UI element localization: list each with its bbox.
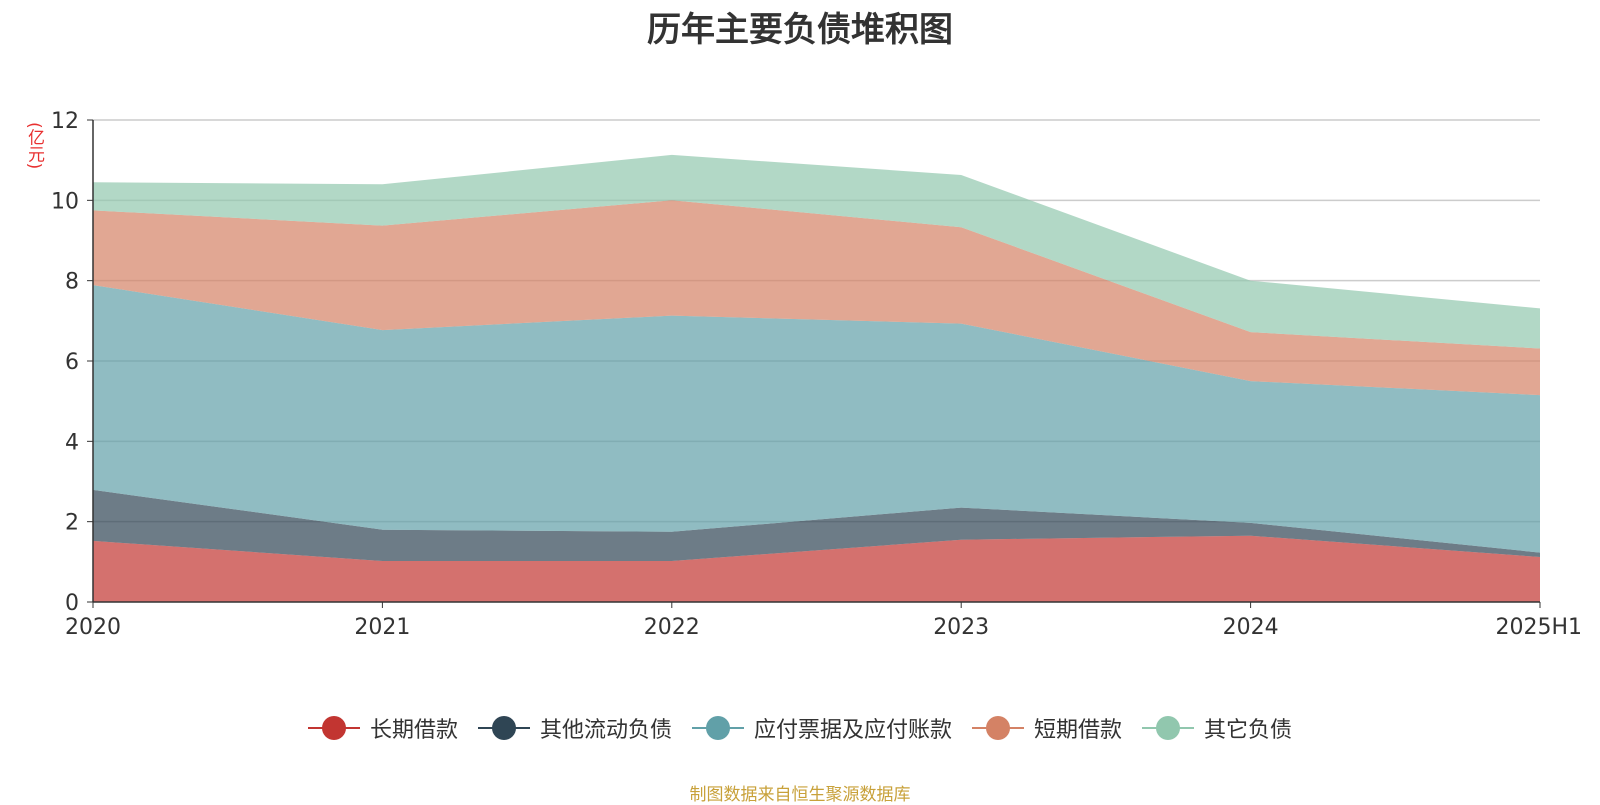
chart-title: 历年主要负债堆积图 xyxy=(647,10,953,50)
area-series-3 xyxy=(93,285,1540,553)
legend-label: 其他流动负债 xyxy=(539,718,672,743)
y-tick-label: 8 xyxy=(65,270,79,295)
area-series-5 xyxy=(93,154,1540,349)
y-tick-label: 0 xyxy=(65,591,79,616)
legend-marker-icon xyxy=(307,715,360,741)
y-tick-label: 6 xyxy=(65,350,79,375)
source-note: 制图数据来自恒生聚源数据库 xyxy=(689,785,911,805)
area-series-4 xyxy=(93,200,1540,396)
legend-item-4[interactable]: 短期借款 xyxy=(972,712,1122,744)
y-tick-label: 4 xyxy=(65,430,79,455)
y-tick-label: 10 xyxy=(51,189,79,214)
x-tick-label: 2021 xyxy=(354,615,410,640)
x-tick-label: 2023 xyxy=(933,615,989,640)
x-tick-label: 2020 xyxy=(65,615,121,640)
x-tick-label: 2024 xyxy=(1223,615,1279,640)
legend-item-2[interactable]: 其他流动负债 xyxy=(477,712,672,744)
y-tick-label: 2 xyxy=(65,511,79,536)
area-series-2 xyxy=(93,489,1540,561)
x-tick-label: 2022 xyxy=(644,615,700,640)
legend-marker-icon xyxy=(691,715,744,741)
legend-label: 应付票据及应付账款 xyxy=(753,718,952,743)
x-tick-label: 2025H1 xyxy=(1495,615,1582,640)
legend-item-5[interactable]: 其它负债 xyxy=(1142,712,1292,744)
legend-item-3[interactable]: 应付票据及应付账款 xyxy=(691,712,952,744)
legend-label: 长期借款 xyxy=(369,718,458,743)
legend-item-1[interactable]: 长期借款 xyxy=(307,712,458,744)
y-axis-unit-label: (亿元) xyxy=(24,122,44,170)
legend: 长期借款 其他流动负债 应付票据及应付账款 短期借款 其它负债 xyxy=(0,712,1600,744)
legend-label: 其它负债 xyxy=(1204,718,1293,743)
area-series-1 xyxy=(93,535,1540,602)
legend-marker-icon xyxy=(1142,715,1195,741)
legend-marker-icon xyxy=(477,715,530,741)
area-series-layer xyxy=(93,154,1540,602)
stacked-area-chart: 0 2 4 6 8 10 12 2020 2021 2022 2023 2024 2025H1 xyxy=(51,109,1582,640)
tick-labels: 0 2 4 6 8 10 12 2020 2021 2022 2023 2024 2025H1 xyxy=(51,109,1582,640)
axes xyxy=(87,119,1541,608)
y-tick-label: 12 xyxy=(51,109,79,134)
legend-marker-icon xyxy=(972,715,1024,741)
legend-label: 短期借款 xyxy=(1034,718,1123,743)
